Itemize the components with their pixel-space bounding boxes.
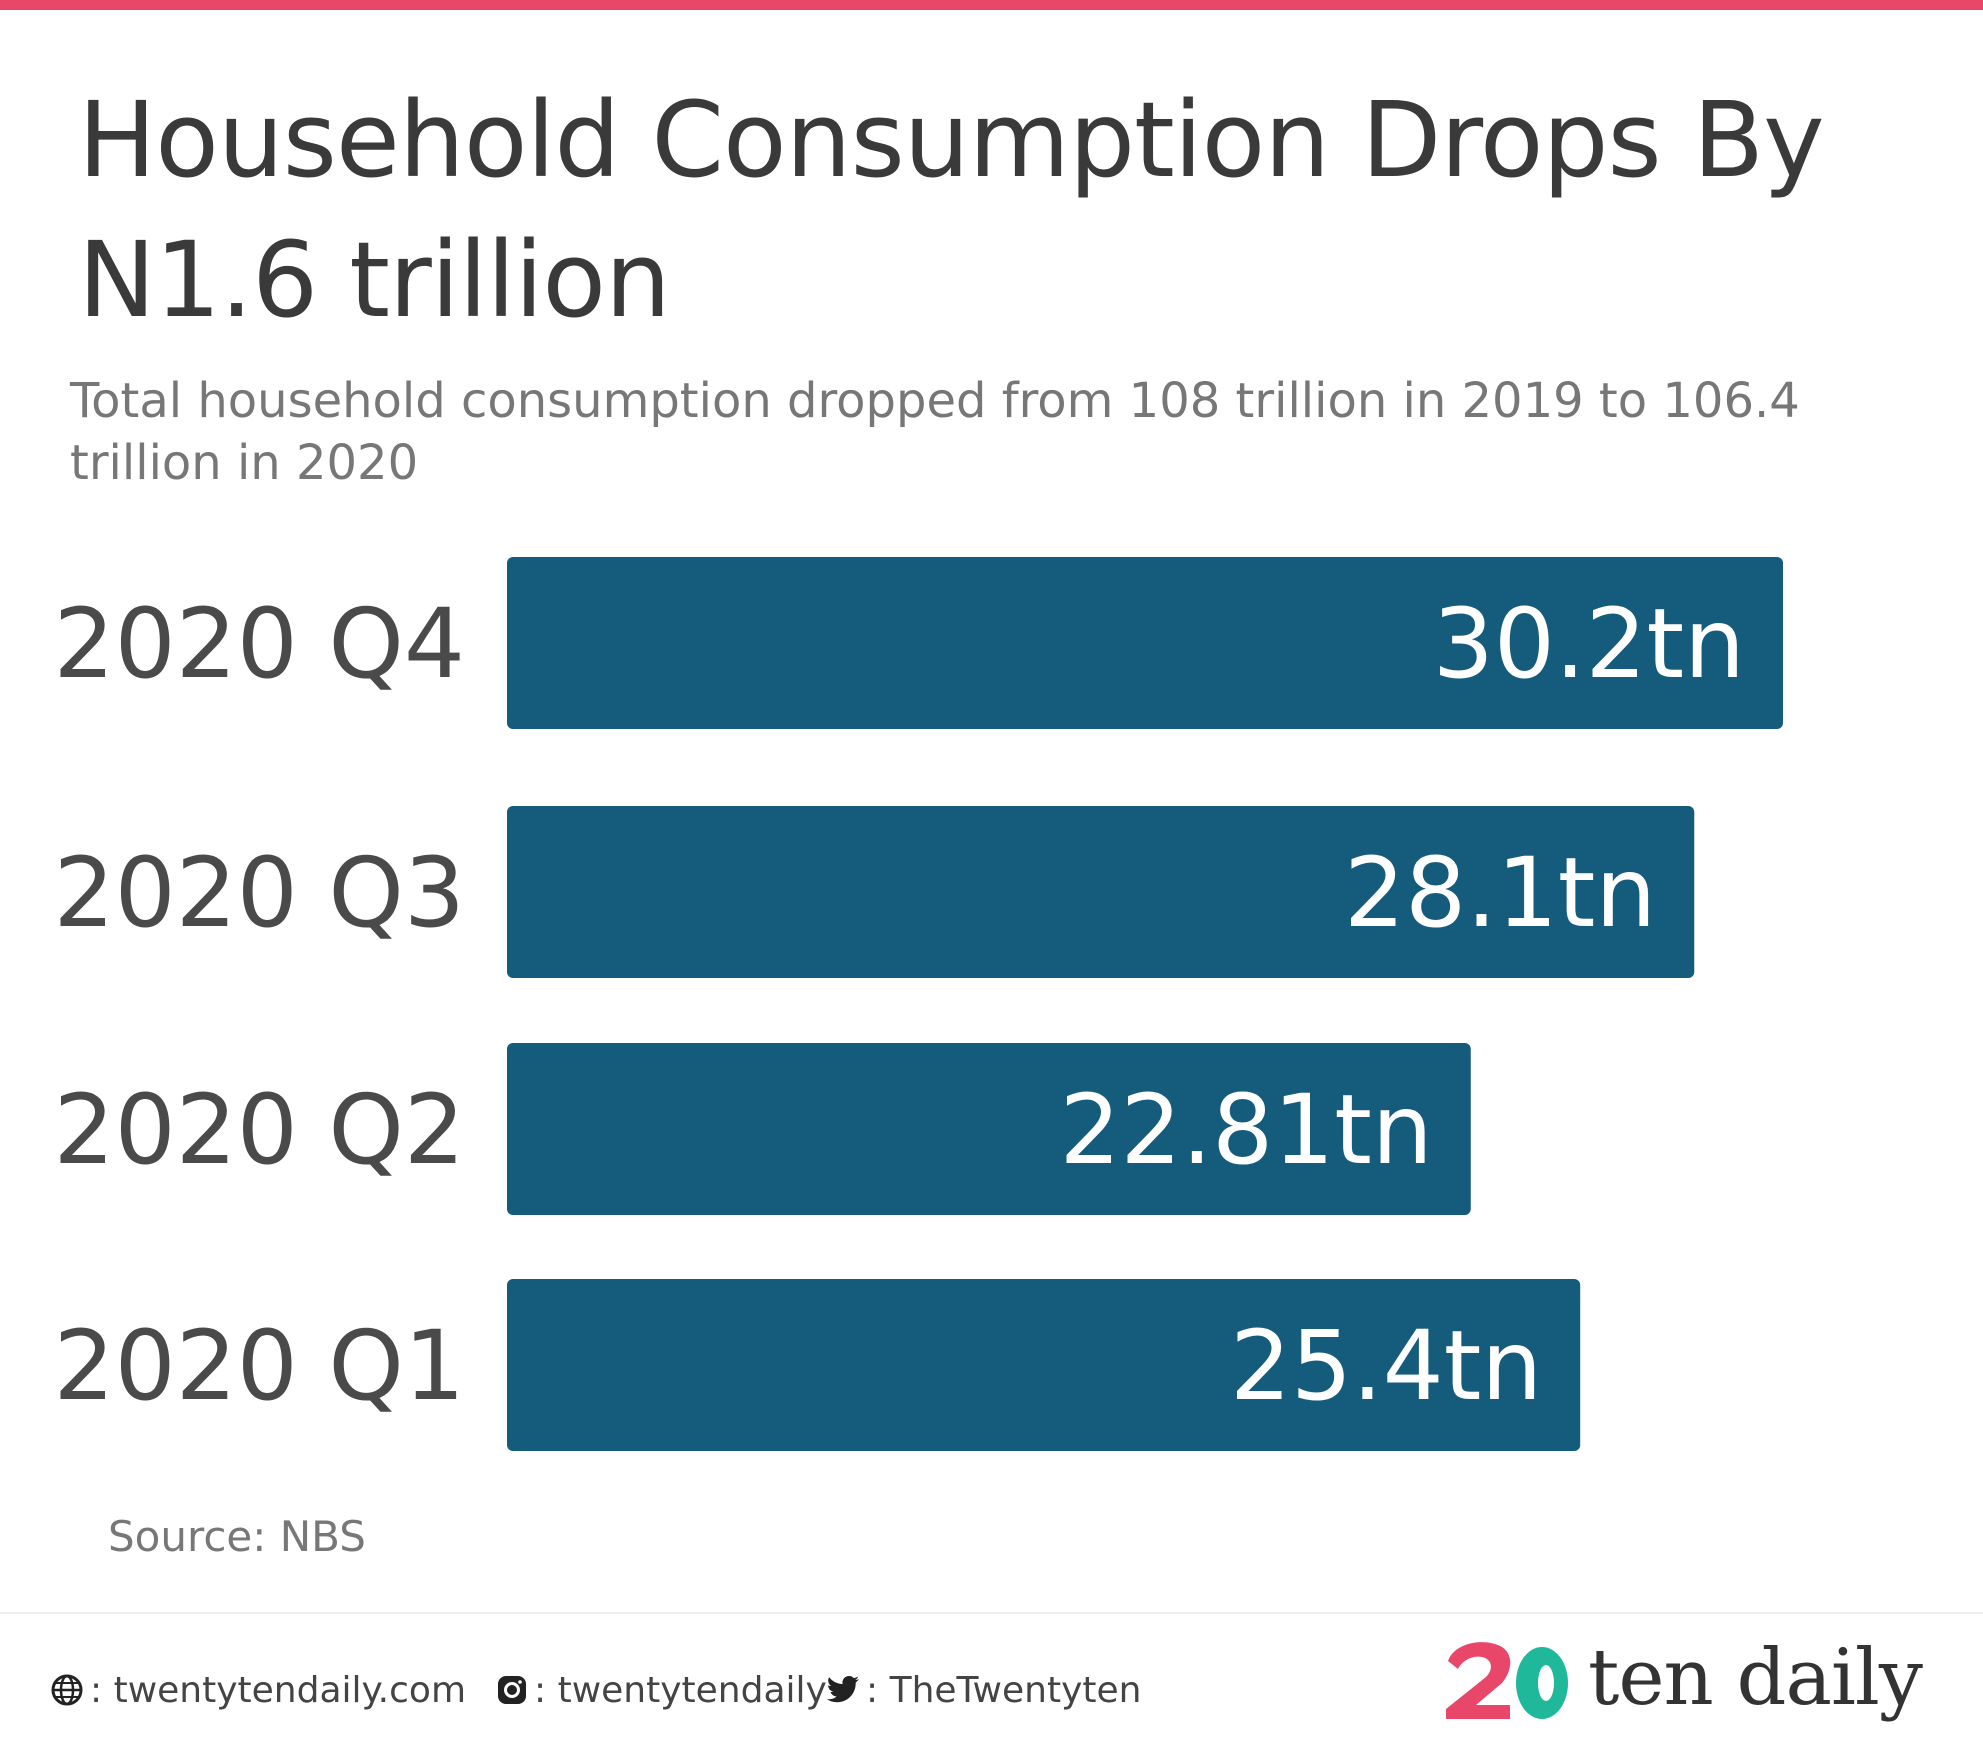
bar-2020-q4 [507, 557, 1783, 729]
brand-logo: ten daily [1440, 1628, 1923, 1728]
category-label: 2020 Q2 [54, 1074, 465, 1186]
footer-instagram[interactable]: : twentytendaily [496, 1660, 827, 1720]
twitter-icon [826, 1676, 859, 1703]
footer: : twentytendaily.com : twentytendaily : … [0, 1660, 1983, 1720]
bar-2020-q1 [507, 1279, 1581, 1451]
bar-value-label: 30.2tn [1433, 588, 1745, 700]
category-label: 2020 Q1 [54, 1310, 465, 1422]
twenty-ten-logo-mark [1446, 1642, 1568, 1719]
footer-website-text: : twentytendaily.com [90, 1669, 467, 1711]
bar-value-label: 25.4tn [1230, 1310, 1542, 1422]
instagram-icon [498, 1676, 526, 1704]
footer-twitter-text: : TheTwentyten [866, 1669, 1142, 1711]
bar-value-label: 22.81tn [1059, 1074, 1432, 1186]
source-note: Source: NBS [108, 1512, 366, 1561]
category-label: 2020 Q3 [54, 837, 465, 949]
footer-website[interactable]: : twentytendaily.com [50, 1660, 466, 1720]
brand-logo-text: ten daily [1588, 1633, 1923, 1723]
footer-divider [0, 1612, 1983, 1614]
category-label: 2020 Q4 [54, 588, 465, 700]
bar-value-label: 28.1tn [1344, 837, 1656, 949]
bar-2020-q2 [507, 1043, 1471, 1215]
accent-top-bar [0, 0, 1983, 10]
footer-twitter[interactable]: : TheTwentyten [826, 1660, 1141, 1720]
bar-2020-q3 [507, 806, 1695, 978]
footer-instagram-text: : twentytendaily [534, 1669, 827, 1711]
chart-title: Household Consumption Drops By N1.6 tril… [78, 79, 1825, 341]
chart-subtitle: Total household consumption dropped from… [70, 373, 1800, 491]
globe-icon [51, 1674, 83, 1706]
